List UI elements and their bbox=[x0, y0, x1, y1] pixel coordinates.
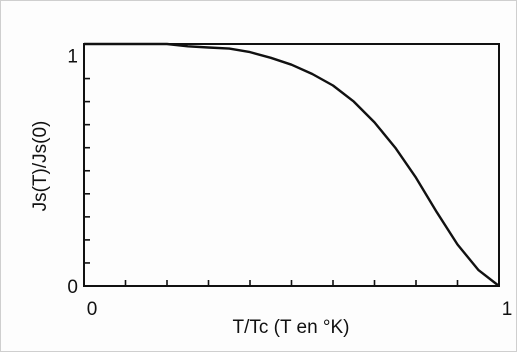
y-axis-label: Js(T)/Js(0) bbox=[30, 121, 51, 212]
x-axis-label: T/Tc (T en °K) bbox=[232, 317, 349, 338]
x-tick-label-1: 1 bbox=[502, 299, 513, 320]
plot-area-frame bbox=[83, 43, 500, 287]
x-tick-label-0: 0 bbox=[87, 299, 98, 320]
y-tick-label-0: 0 bbox=[67, 277, 78, 298]
tick-labels: 0 1 0 1 bbox=[67, 47, 512, 320]
y-tick-label-1: 1 bbox=[67, 47, 78, 68]
tick-marks bbox=[84, 77, 459, 286]
series-line-js-ratio bbox=[84, 42, 500, 287]
